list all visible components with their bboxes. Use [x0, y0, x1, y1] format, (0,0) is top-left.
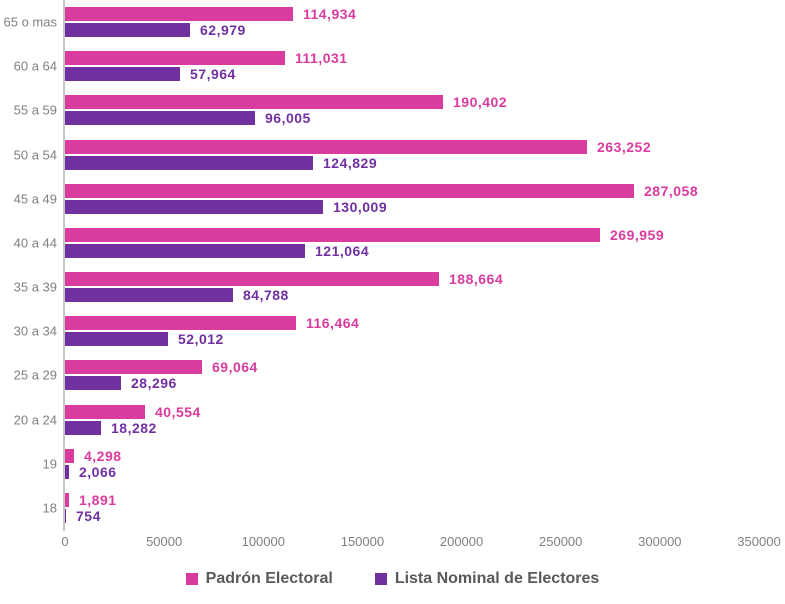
- legend-item-padron: Padrón Electoral: [185, 570, 333, 588]
- value-label-padron: 269,959: [610, 226, 665, 243]
- value-label-padron: 1,891: [79, 491, 117, 508]
- plot-area: 114,934 62,979 111,031 57,964 190,402 96,005 2…: [63, 0, 759, 531]
- x-tick-label: 0: [61, 534, 69, 549]
- bar-padron: [65, 360, 202, 375]
- bar-lista: [65, 376, 121, 391]
- bar-lista: [65, 464, 69, 479]
- category-label: 50 a 54: [13, 147, 57, 162]
- category-label: 55 a 59: [13, 102, 57, 118]
- bar-padron: [65, 183, 634, 198]
- category-label: 25 a 29: [13, 367, 57, 383]
- value-label-padron: 69,064: [212, 359, 258, 376]
- bar-padron: [65, 492, 69, 507]
- bar-lista: [65, 111, 255, 126]
- bar-lista: [65, 23, 190, 37]
- value-label-padron: 114,934: [303, 6, 357, 22]
- legend-swatch-icon: [374, 573, 387, 585]
- bar-lista: [65, 155, 313, 170]
- category-label: 19: [42, 456, 57, 472]
- y-axis-line: [63, 0, 65, 531]
- legend-item-lista: Lista Nominal de Electores: [374, 570, 600, 588]
- value-label-lista: 2,066: [79, 463, 117, 480]
- bar-padron: [65, 51, 285, 66]
- chart-legend: Padrón Electoral Lista Nominal de Elector…: [0, 570, 785, 588]
- value-label-lista: 57,964: [190, 66, 236, 83]
- category-label: 45 a 49: [13, 191, 57, 207]
- value-label-padron: 188,664: [449, 271, 504, 287]
- value-label-lista: 130,009: [333, 198, 388, 215]
- legend-swatch-icon: [185, 573, 198, 585]
- bar-padron: [65, 139, 587, 154]
- x-tick-label: 100000: [241, 534, 285, 549]
- value-label-padron: 116,464: [306, 315, 360, 332]
- value-label-lista: 52,012: [178, 331, 224, 348]
- value-label-padron: 190,402: [453, 94, 508, 111]
- x-tick-label: 300000: [638, 534, 682, 549]
- category-label: 30 a 34: [13, 323, 57, 339]
- bar-padron: [65, 448, 74, 463]
- category-label: 60 a 64: [13, 58, 57, 74]
- value-label-lista: 124,829: [323, 154, 378, 171]
- value-label-padron: 40,554: [155, 403, 201, 420]
- x-tick-label: 200000: [439, 534, 484, 549]
- x-tick-label: 50000: [146, 534, 183, 549]
- bar-padron: [65, 95, 443, 110]
- bar-lista: [65, 199, 323, 214]
- bar-padron: [65, 7, 293, 21]
- value-label-lista: 62,979: [200, 22, 246, 38]
- x-tick-label: 150000: [340, 534, 385, 549]
- value-label-lista: 121,064: [315, 242, 370, 259]
- bar-lista: [65, 288, 233, 302]
- bar-lista: [65, 508, 66, 523]
- value-label-lista: 96,005: [265, 110, 311, 127]
- value-label-padron: 287,058: [644, 182, 699, 199]
- category-label: 18: [42, 500, 57, 516]
- value-label-padron: 263,252: [597, 138, 652, 155]
- bar-lista: [65, 332, 168, 347]
- value-label-lista: 754: [76, 507, 101, 524]
- bar-lista: [65, 67, 180, 82]
- category-label: 35 a 39: [13, 279, 57, 295]
- value-label-lista: 84,788: [243, 287, 289, 303]
- category-label: 40 a 44: [13, 235, 57, 251]
- category-label: 65 o mas: [3, 14, 57, 30]
- value-label-lista: 18,282: [111, 419, 157, 436]
- x-tick-label: 350000: [737, 534, 781, 549]
- legend-label: Lista Nominal de Electores: [394, 570, 600, 587]
- value-label-padron: 4,298: [84, 447, 122, 464]
- bar-lista: [65, 420, 101, 435]
- legend-label: Padrón Electoral: [205, 570, 333, 587]
- bar-padron: [65, 404, 145, 419]
- bar-padron: [65, 227, 600, 242]
- bar-padron: [65, 316, 296, 331]
- category-label: 20 a 24: [13, 412, 57, 427]
- bar-padron: [65, 272, 439, 286]
- value-label-padron: 111,031: [295, 50, 348, 67]
- bar-lista: [65, 243, 305, 258]
- x-tick-label: 250000: [539, 534, 583, 549]
- value-label-lista: 28,296: [131, 375, 177, 392]
